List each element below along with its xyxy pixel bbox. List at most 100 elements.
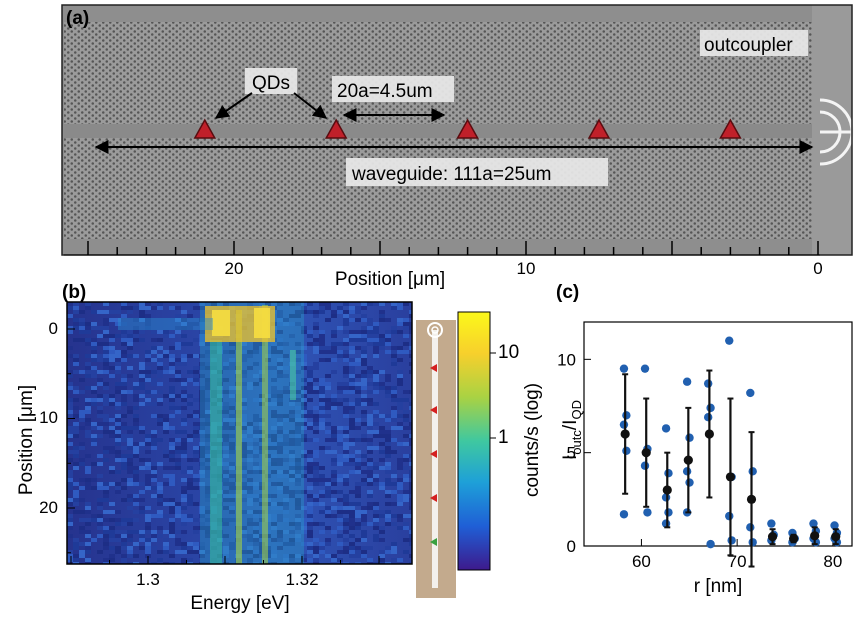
- axis-a-label: Position [μm]: [335, 269, 445, 290]
- scatter-point-3-2: [682, 467, 692, 476]
- scatter-plot: 60 70 80 0 5 10: [557, 321, 853, 571]
- inset-qd-marker-1: [430, 406, 437, 414]
- heatmap-ytick-20: 20: [39, 498, 58, 517]
- scatter-point-2-2: [661, 493, 671, 502]
- panel-a: (a) QDs outcoupler 20a=4.5um waveguide: …: [61, 4, 854, 290]
- scatter-point-9-0: [809, 519, 818, 528]
- heatmap-xlabel: Energy [eV]: [190, 593, 289, 614]
- axis-a-tick-0: 0: [813, 259, 822, 278]
- scatter-point-4-2: [703, 413, 713, 422]
- scatter-ytick-5: 5: [567, 444, 576, 463]
- scatter-point-1-2: [640, 461, 650, 470]
- scatter-mean-8: [789, 533, 799, 544]
- axis-a-tick-10: 10: [517, 259, 536, 278]
- scatter-point-0-3: [622, 446, 631, 455]
- scatter-mean-5: [725, 472, 736, 482]
- scatter-point-0-4: [619, 510, 629, 519]
- heatmap-ytick-0: 0: [49, 319, 58, 338]
- colorbar-tick-1: 1: [498, 427, 509, 448]
- scatter-point-3-1: [685, 433, 694, 442]
- spacing-label: 20a=4.5um: [337, 81, 433, 102]
- inset-qd-marker-green: [430, 538, 437, 546]
- waveguide-channel: [64, 124, 822, 138]
- heatmap-axes: [67, 328, 380, 564]
- scatter-point-2-0: [661, 424, 671, 433]
- colorbar-tick-10: 10: [498, 342, 519, 363]
- qd-arrow-right: [293, 92, 328, 119]
- outcoupler-label: outcoupler: [704, 35, 793, 56]
- heatmap-ytick-10: 10: [39, 408, 58, 427]
- scatter-xtick-70: 70: [728, 552, 747, 571]
- scatter-point-5-2: [725, 511, 734, 521]
- scatter-point-6-1: [748, 467, 757, 476]
- scatter-xtick-60: 60: [632, 552, 651, 571]
- inset-qd-marker-3: [430, 494, 437, 502]
- scatter-point-0-0: [619, 364, 629, 373]
- qd-arrow-left: [214, 92, 253, 119]
- scatter-point-10-0: [830, 521, 839, 530]
- scatter-point-6-0: [746, 388, 755, 398]
- scatter-mean-9: [810, 531, 820, 541]
- position-axis: [64, 241, 820, 256]
- qd-marker-3: [587, 118, 611, 139]
- unpatterned-region: [812, 5, 852, 255]
- scatter-mean-0: [620, 429, 630, 439]
- qd-marker-4: [719, 118, 742, 139]
- scatter-mean-1: [641, 448, 651, 458]
- qd-marker-0: [193, 118, 217, 139]
- scatter-frame: [583, 321, 853, 547]
- scatter-point-1-3: [643, 508, 652, 517]
- qds-label-box: [245, 68, 297, 94]
- scatter-mean-10: [831, 532, 841, 542]
- scatter-ytick-0: 0: [567, 537, 576, 556]
- panel-b-label: (b): [62, 282, 86, 303]
- scatter-mean-6: [746, 494, 757, 504]
- qds-label: QDs: [252, 73, 290, 94]
- scatter-point-6-3: [748, 538, 757, 547]
- outcoupler-label-box: [700, 30, 808, 56]
- scatter-point-7-0: [767, 519, 776, 528]
- scatter-mean-4: [704, 429, 714, 439]
- scatter-xtick-80: 80: [823, 552, 842, 571]
- inset-qd-marker-0: [430, 364, 437, 372]
- qd-markers: [193, 118, 742, 139]
- scatter-point-6-2: [746, 523, 755, 532]
- panel-c: (c) 60 70 80 0 5 10 Ioutc/IQD r [nm]: [556, 282, 853, 597]
- panel-c-label: (c): [556, 282, 579, 303]
- scatter-mean-2: [662, 485, 672, 495]
- scatter-point-1-0: [640, 364, 650, 373]
- heatmap-xtick-1.32: 1.32: [285, 570, 318, 589]
- scatter-point-3-3: [685, 478, 694, 487]
- waveguide-label: waveguide: 111a=25um: [351, 164, 551, 185]
- heatmap-frame: [66, 301, 413, 565]
- scatter-mean-3: [683, 455, 693, 465]
- waveguide-inset: [416, 320, 456, 598]
- colorbar: [457, 311, 496, 571]
- scatter-mean-7: [767, 532, 778, 542]
- heatmap-ylabel: Position [μm]: [16, 385, 37, 495]
- scatter-point-4-3: [706, 539, 715, 549]
- inset-qd-marker-2: [430, 450, 437, 458]
- panel-a-label: (a): [66, 8, 89, 29]
- pl-heatmap: [67, 302, 412, 564]
- qd-marker-2: [456, 118, 479, 139]
- panel-b: (b) 1.3 1.32 Energy [eV] 0 10 20 Positio…: [16, 282, 543, 614]
- scatter-ylabel: Ioutc/IQD: [560, 400, 584, 460]
- axis-a-tick-20: 20: [225, 259, 244, 278]
- scatter-point-0-1: [622, 411, 631, 420]
- scatter-point-5-0: [725, 336, 734, 345]
- waveguide-label-box: [346, 158, 608, 186]
- spacing-label-box: [332, 76, 454, 102]
- scatter-point-2-3: [664, 508, 673, 517]
- scatter-ytick-10: 10: [557, 350, 576, 369]
- scatter-point-3-0: [682, 377, 692, 386]
- scatter-point-5-3: [727, 536, 736, 545]
- qd-marker-1: [324, 118, 348, 139]
- scatter-point-2-1: [664, 469, 673, 478]
- scatter-point-0-2: [619, 420, 629, 429]
- heatmap-xtick-1.3: 1.3: [136, 570, 160, 589]
- colorbar-label: counts/s (log): [522, 383, 543, 497]
- scatter-point-4-0: [703, 379, 713, 388]
- scatter-point-4-1: [706, 403, 715, 413]
